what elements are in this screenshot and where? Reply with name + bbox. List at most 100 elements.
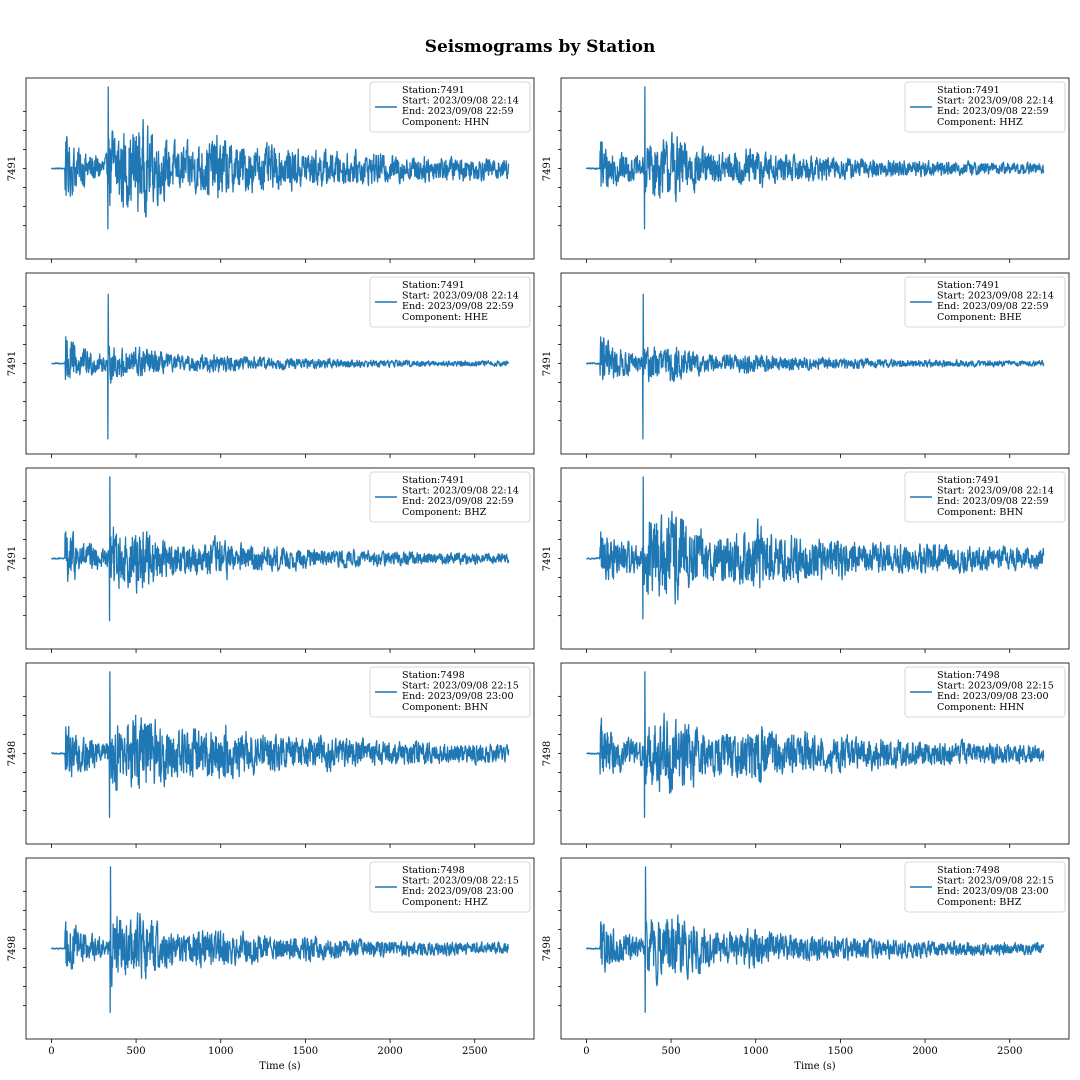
legend-text: Start: 2023/09/08 22:15 bbox=[937, 876, 1054, 887]
legend-text: Start: 2023/09/08 22:14 bbox=[402, 486, 519, 497]
y-axis-label: 7498 bbox=[7, 936, 18, 961]
legend-text: Component: BHZ bbox=[402, 507, 487, 518]
legend-box bbox=[369, 666, 531, 718]
legend-box bbox=[904, 276, 1066, 328]
legend-text: End: 2023/09/08 23:00 bbox=[402, 691, 514, 702]
y-axis-label: 7498 bbox=[542, 741, 553, 766]
legend-box bbox=[369, 276, 531, 328]
seismogram-trace bbox=[50, 86, 510, 230]
x-tick-label: 0 bbox=[583, 1046, 589, 1057]
seismogram-trace bbox=[50, 476, 510, 622]
legend-text: Station:7491 bbox=[402, 85, 465, 96]
page-title: Seismograms by Station bbox=[424, 37, 656, 57]
legend-box bbox=[904, 471, 1066, 523]
legend-text: Station:7491 bbox=[937, 85, 1000, 96]
y-axis-label: 7498 bbox=[542, 936, 553, 961]
legend-box bbox=[369, 81, 531, 133]
y-axis-label: 7498 bbox=[7, 741, 18, 766]
y-axis-label: 7491 bbox=[542, 351, 553, 376]
legend-text: Component: BHN bbox=[937, 507, 1023, 518]
chart-panel-10: 0 500 1000 1500 2000 2500 7498 Time (s) Station:… bbox=[542, 857, 1070, 1072]
y-axis-label: 7491 bbox=[542, 546, 553, 571]
x-tick-label: 2000 bbox=[912, 1046, 937, 1057]
legend-text: Component: HHZ bbox=[402, 897, 488, 908]
y-axis-label: 7491 bbox=[7, 351, 18, 376]
x-tick-label: 1000 bbox=[743, 1046, 768, 1057]
x-tick-label: 1500 bbox=[293, 1046, 318, 1057]
legend-box bbox=[904, 81, 1066, 133]
seismogram-trace bbox=[51, 671, 510, 819]
legend-text: Start: 2023/09/08 22:14 bbox=[937, 291, 1054, 302]
legend-text: Station:7498 bbox=[937, 865, 1000, 876]
x-tick-label: 500 bbox=[127, 1046, 146, 1057]
seismogram-trace bbox=[585, 866, 1045, 1014]
x-tick-label: 500 bbox=[662, 1046, 681, 1057]
legend-text: End: 2023/09/08 22:59 bbox=[402, 106, 514, 117]
legend-text: Component: BHZ bbox=[937, 897, 1022, 908]
legend-text: End: 2023/09/08 22:59 bbox=[402, 496, 514, 507]
legend-text: Component: HHN bbox=[937, 702, 1024, 713]
legend-text: End: 2023/09/08 22:59 bbox=[937, 301, 1049, 312]
y-axis-label: 7491 bbox=[542, 156, 553, 181]
x-tick-label: 2000 bbox=[377, 1046, 402, 1057]
legend-text: Start: 2023/09/08 22:14 bbox=[402, 291, 519, 302]
legend-text: Start: 2023/09/08 22:15 bbox=[937, 681, 1054, 692]
legend-box bbox=[904, 666, 1066, 718]
seismogram-trace bbox=[51, 293, 510, 440]
legend-text: Start: 2023/09/08 22:14 bbox=[937, 96, 1054, 107]
legend-text: Start: 2023/09/08 22:14 bbox=[937, 486, 1054, 497]
legend-text: End: 2023/09/08 23:00 bbox=[937, 886, 1049, 897]
y-axis-label: 7491 bbox=[7, 546, 18, 571]
legend-text: End: 2023/09/08 22:59 bbox=[402, 301, 514, 312]
legend-text: Station:7498 bbox=[402, 865, 465, 876]
seismogram-trace bbox=[585, 293, 1045, 440]
legend-box bbox=[369, 471, 531, 523]
legend-text: End: 2023/09/08 22:59 bbox=[937, 106, 1049, 117]
legend-text: End: 2023/09/08 23:00 bbox=[402, 886, 514, 897]
legend-text: Station:7491 bbox=[402, 280, 465, 291]
seismogram-trace bbox=[585, 86, 1045, 230]
legend-text: Component: HHZ bbox=[937, 117, 1023, 128]
legend-text: Component: BHE bbox=[937, 312, 1022, 323]
chart-panel-9: 0 500 1000 1500 2000 2500 7498 Time (s) Station:… bbox=[7, 857, 535, 1072]
legend-text: Component: BHN bbox=[402, 702, 488, 713]
legend-text: End: 2023/09/08 23:00 bbox=[937, 691, 1049, 702]
seismogram-trace bbox=[586, 671, 1045, 819]
y-axis-label: 7491 bbox=[7, 156, 18, 181]
legend-text: Station:7491 bbox=[937, 475, 1000, 486]
x-tick-label: 1500 bbox=[828, 1046, 853, 1057]
legend-text: Start: 2023/09/08 22:15 bbox=[402, 876, 519, 887]
x-tick-label: 2500 bbox=[997, 1046, 1022, 1057]
legend-box bbox=[369, 861, 531, 913]
legend-text: Station:7498 bbox=[937, 670, 1000, 681]
x-tick-label: 2500 bbox=[462, 1046, 487, 1057]
legend-text: Component: HHN bbox=[402, 117, 489, 128]
x-tick-label: 1000 bbox=[208, 1046, 233, 1057]
legend-text: Station:7498 bbox=[402, 670, 465, 681]
x-axis-label: Time (s) bbox=[259, 1061, 300, 1072]
seismogram-trace bbox=[585, 476, 1045, 620]
legend-text: End: 2023/09/08 22:59 bbox=[937, 496, 1049, 507]
x-axis-label: Time (s) bbox=[794, 1061, 835, 1072]
legend-text: Start: 2023/09/08 22:15 bbox=[402, 681, 519, 692]
seismogram-trace bbox=[50, 866, 509, 1014]
legend-text: Start: 2023/09/08 22:14 bbox=[402, 96, 519, 107]
legend-text: Component: HHE bbox=[402, 312, 488, 323]
